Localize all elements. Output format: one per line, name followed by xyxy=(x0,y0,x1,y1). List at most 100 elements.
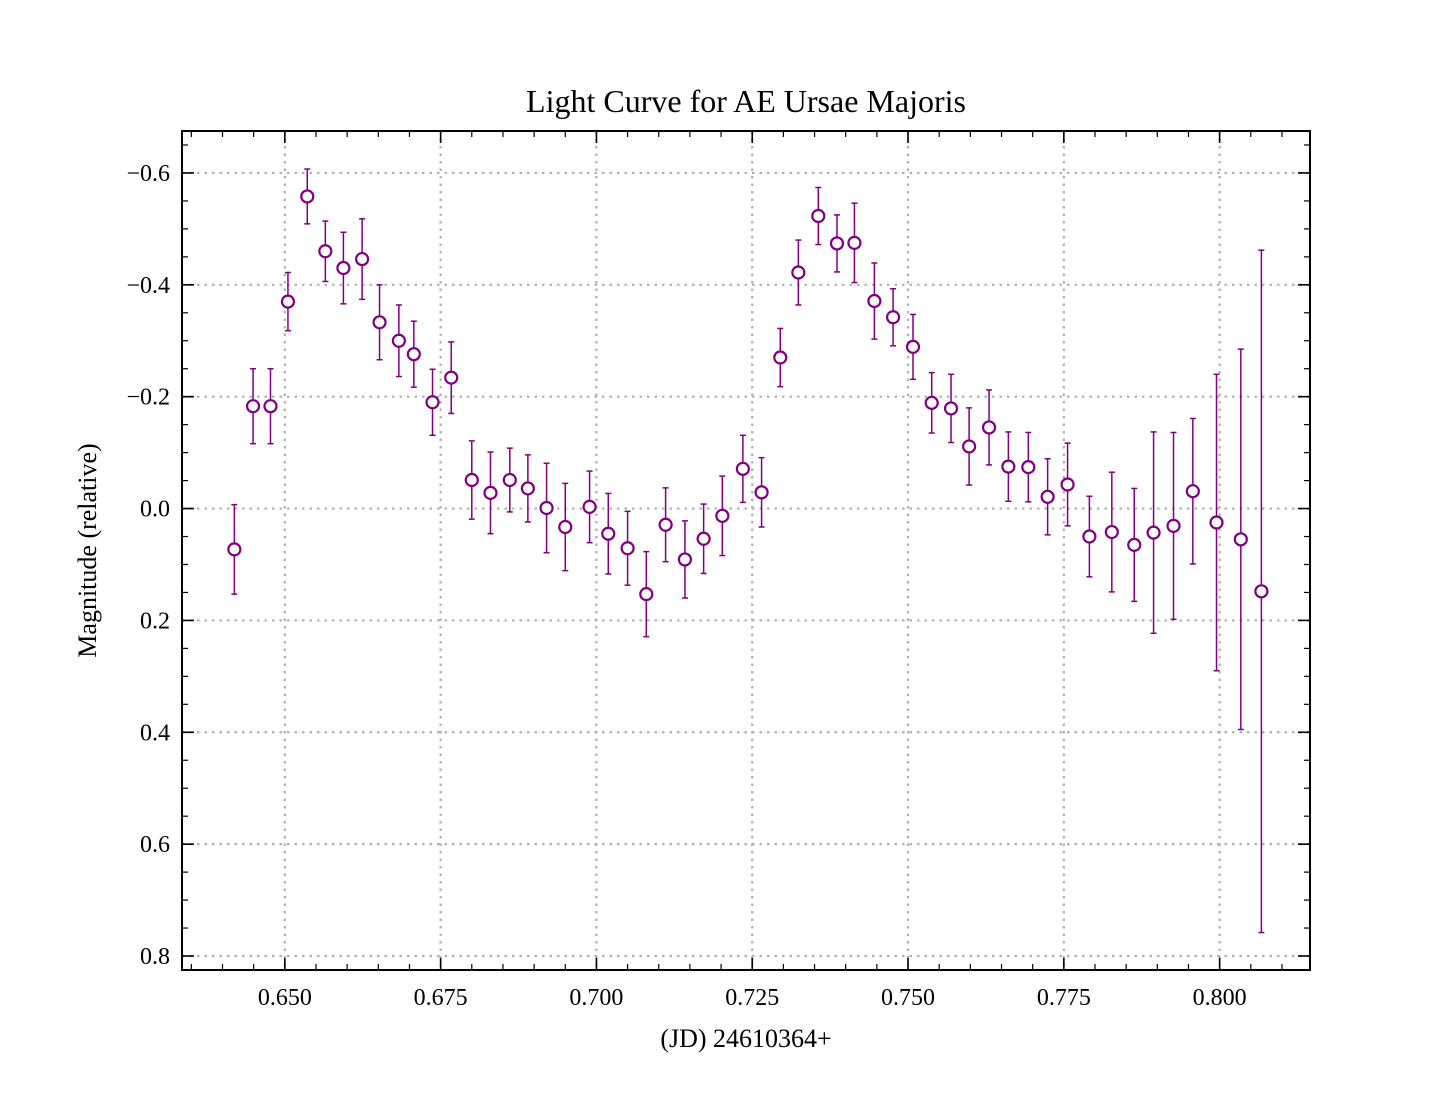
data-marker xyxy=(582,499,597,514)
data-series xyxy=(227,168,1269,934)
data-marker xyxy=(444,370,459,385)
x-tick-label: 0.750 xyxy=(881,985,935,1011)
data-marker xyxy=(601,526,616,541)
y-tick-label: −0.4 xyxy=(126,273,170,299)
y-tick-label: −0.2 xyxy=(126,385,170,411)
data-point xyxy=(829,214,845,273)
x-tick-label: 0.775 xyxy=(1037,985,1091,1011)
data-marker xyxy=(1146,525,1161,540)
data-point xyxy=(620,510,635,586)
data-point xyxy=(885,287,901,347)
data-point xyxy=(1060,442,1075,527)
data-point xyxy=(754,456,769,528)
data-point xyxy=(444,341,459,415)
data-marker xyxy=(962,439,977,454)
data-marker xyxy=(867,293,882,309)
x-tick-label: 0.800 xyxy=(1193,985,1247,1011)
data-marker xyxy=(391,333,406,348)
data-marker xyxy=(558,519,573,535)
data-point xyxy=(1233,348,1248,731)
data-point xyxy=(355,218,370,301)
data-point xyxy=(280,271,296,332)
data-point xyxy=(1254,249,1269,934)
data-point xyxy=(735,434,750,504)
data-point xyxy=(867,262,882,340)
x-tick-label: 0.700 xyxy=(569,985,623,1011)
grid xyxy=(182,131,1310,970)
data-marker xyxy=(715,508,730,523)
data-point xyxy=(639,550,654,638)
data-marker xyxy=(943,401,959,416)
data-point xyxy=(658,487,673,563)
data-point xyxy=(905,313,921,381)
chart-title: Light Curve for AE Ursae Majoris xyxy=(526,83,966,119)
data-point xyxy=(318,220,333,283)
data-marker xyxy=(1082,529,1097,544)
data-point xyxy=(791,239,806,306)
data-marker xyxy=(263,399,278,414)
data-marker xyxy=(539,500,554,516)
data-point xyxy=(1146,431,1161,635)
data-marker xyxy=(639,587,654,602)
data-marker xyxy=(336,260,351,276)
data-point xyxy=(601,492,616,575)
data-marker xyxy=(754,485,769,500)
data-point xyxy=(1185,417,1200,565)
data-point xyxy=(520,454,535,523)
data-marker xyxy=(425,395,440,410)
data-marker xyxy=(791,265,806,280)
data-marker xyxy=(773,350,788,365)
data-point xyxy=(539,462,554,554)
data-point xyxy=(263,367,278,445)
data-point xyxy=(483,451,498,535)
x-axis-label: (JD) 24610364+ xyxy=(660,1024,831,1053)
data-marker xyxy=(885,310,901,325)
data-point xyxy=(924,371,939,434)
y-tick-label: 0.6 xyxy=(140,832,170,858)
data-point xyxy=(558,482,573,572)
data-point xyxy=(1127,487,1142,603)
data-point xyxy=(811,186,826,246)
data-point xyxy=(1021,431,1036,503)
data-point xyxy=(372,284,387,361)
y-tick-label: 0.0 xyxy=(140,497,170,523)
y-axis-label: Magnitude (relative) xyxy=(73,443,102,657)
data-marker xyxy=(318,244,333,259)
data-point xyxy=(227,503,242,595)
x-tick-label: 0.650 xyxy=(258,985,312,1011)
data-marker xyxy=(735,461,750,476)
data-marker xyxy=(658,517,673,532)
data-marker xyxy=(1001,459,1016,474)
data-marker xyxy=(372,315,387,330)
data-marker xyxy=(981,420,997,435)
data-marker xyxy=(829,236,845,251)
data-point xyxy=(981,389,997,466)
data-marker xyxy=(245,399,261,414)
data-marker xyxy=(464,472,479,488)
data-marker xyxy=(1104,524,1119,540)
data-marker xyxy=(1233,532,1248,547)
y-tick-label: 0.8 xyxy=(140,944,170,970)
y-tick-label: 0.2 xyxy=(140,608,170,634)
data-point xyxy=(425,368,440,437)
data-point xyxy=(245,367,261,445)
data-marker xyxy=(300,189,315,204)
data-point xyxy=(677,520,693,599)
data-point xyxy=(502,447,517,513)
data-marker xyxy=(1254,584,1269,599)
data-point xyxy=(300,168,315,225)
data-point xyxy=(582,470,597,544)
data-marker xyxy=(1127,537,1142,553)
data-marker xyxy=(1209,515,1224,530)
data-marker xyxy=(483,485,498,500)
data-marker xyxy=(520,481,535,496)
y-tick-label: 0.4 xyxy=(140,720,170,746)
data-point xyxy=(406,320,421,388)
axis-ticks: 0.650 0.675 0.700 0.725 0.750 0.775 0.800 −0.6 −… xyxy=(126,131,1310,1011)
data-point xyxy=(773,327,788,388)
x-tick-label: 0.725 xyxy=(725,985,779,1011)
data-marker xyxy=(406,347,421,362)
data-marker xyxy=(811,208,826,224)
x-tick-label: 0.675 xyxy=(414,985,468,1011)
